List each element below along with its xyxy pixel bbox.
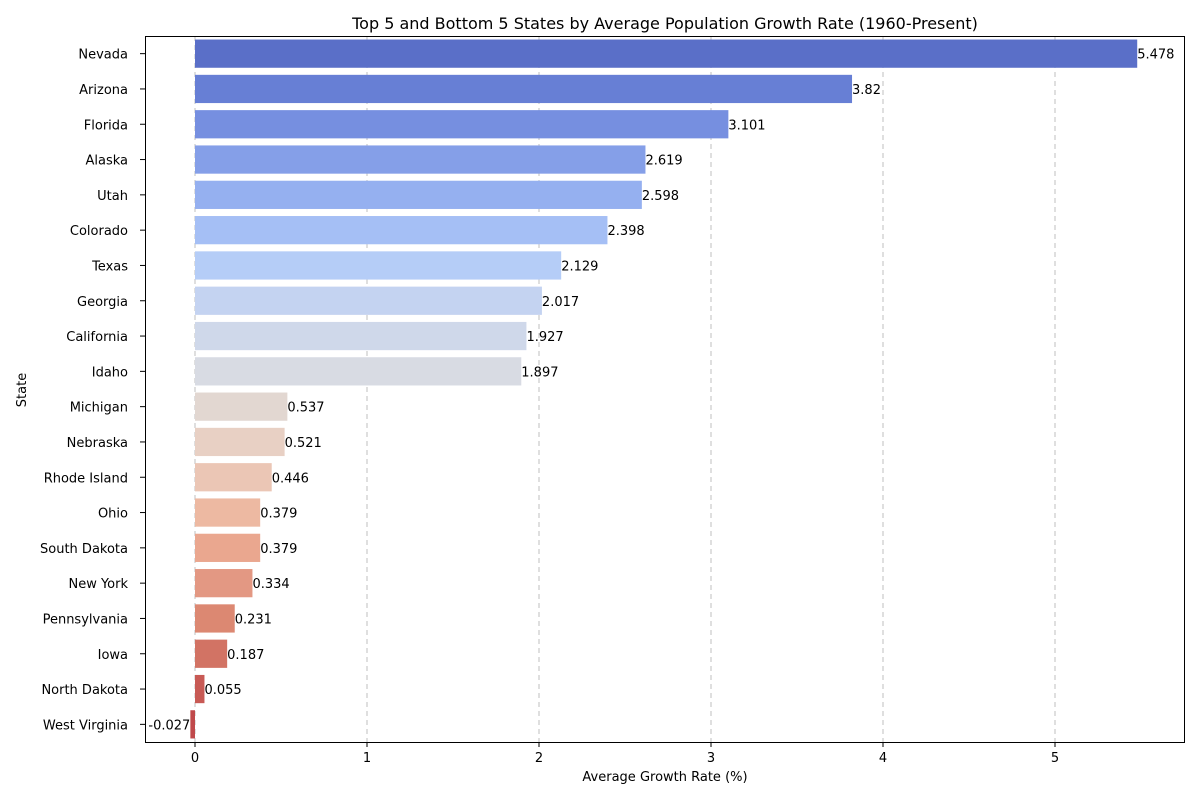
data-label: 0.379: [260, 542, 297, 557]
plot-frame: [145, 36, 1185, 743]
y-tick-label: North Dakota: [41, 683, 128, 698]
y-tick-label: Alaska: [85, 154, 128, 169]
bar: [195, 427, 285, 457]
data-label: 2.619: [645, 154, 682, 169]
bar: [195, 251, 562, 280]
data-label: -0.027: [148, 718, 190, 733]
x-tick-label: 5: [1051, 751, 1059, 766]
y-tick-label: Michigan: [70, 401, 128, 416]
grid-lines: [194, 36, 1056, 742]
x-tick-labels: 0 1 2 3 4 5: [191, 742, 1059, 766]
data-label: 2.129: [561, 259, 598, 274]
x-axis-label: Average Growth Rate (%): [582, 770, 747, 785]
chart-title: Top 5 and Bottom 5 States by Average Pop…: [351, 14, 978, 33]
y-tick-label: Idaho: [92, 365, 128, 380]
y-tick-label: Colorado: [70, 224, 128, 239]
y-tick-label: South Dakota: [40, 542, 128, 557]
y-tick-label: Iowa: [98, 648, 128, 663]
bar: [195, 604, 235, 633]
data-label: 0.055: [204, 683, 241, 698]
x-tick-label: 2: [535, 751, 543, 766]
data-label: 2.017: [542, 295, 579, 310]
data-label: 0.379: [260, 507, 297, 522]
data-label: 3.101: [728, 118, 765, 133]
data-label: 0.537: [287, 401, 324, 416]
bar: [195, 39, 1138, 68]
bar: [195, 392, 288, 421]
y-tick-labels: Nevada Arizona Florida Alaska Utah Colorado Te…: [40, 48, 145, 733]
y-tick-label: New York: [68, 577, 128, 592]
y-tick-label: Utah: [97, 189, 128, 204]
data-label: 2.398: [607, 224, 644, 239]
bar: [195, 286, 542, 315]
y-tick-label: Nevada: [78, 48, 128, 63]
data-label: 5.478: [1137, 48, 1174, 63]
y-tick-label: Rhode Island: [44, 471, 128, 486]
data-label: 2.598: [642, 189, 679, 204]
bar: [195, 463, 272, 492]
y-tick-label: Georgia: [77, 295, 128, 310]
data-label: 0.521: [285, 436, 322, 451]
y-tick-label: Arizona: [79, 83, 128, 98]
bar: [195, 110, 729, 139]
y-tick-label: West Virginia: [43, 718, 128, 733]
bar: [195, 533, 261, 562]
data-label: 0.187: [227, 648, 264, 663]
bars: [190, 39, 1138, 739]
data-label: 0.446: [272, 471, 309, 486]
bar: [195, 180, 642, 209]
data-label: 0.334: [252, 577, 289, 592]
bar: [195, 674, 205, 704]
bar: [195, 569, 253, 598]
y-tick-label: Florida: [84, 118, 128, 133]
x-tick-label: 3: [707, 751, 715, 766]
bar: [195, 639, 228, 668]
data-labels: 5.478 3.82 3.101 2.619 2.598 2.398 2.129 2.017 1…: [148, 48, 1174, 734]
bar: [195, 321, 527, 351]
x-tick-label: 4: [879, 751, 887, 766]
data-label: 0.231: [235, 612, 272, 627]
data-label: 1.897: [521, 365, 558, 380]
y-tick-label: Pennsylvania: [43, 612, 128, 627]
bar: [195, 216, 608, 245]
x-tick-label: 0: [191, 751, 199, 766]
bar: [195, 498, 261, 527]
y-tick-label: Texas: [91, 259, 128, 274]
bar: [195, 357, 522, 386]
bar: [195, 145, 646, 174]
x-tick-label: 1: [363, 751, 371, 766]
y-axis-label: State: [15, 373, 30, 407]
data-label: 1.927: [526, 330, 563, 345]
y-tick-label: California: [66, 330, 128, 345]
y-tick-label: Nebraska: [67, 436, 128, 451]
y-tick-label: Ohio: [98, 507, 128, 522]
bar: [195, 74, 853, 104]
data-label: 3.82: [852, 83, 881, 98]
bar: [190, 710, 195, 739]
